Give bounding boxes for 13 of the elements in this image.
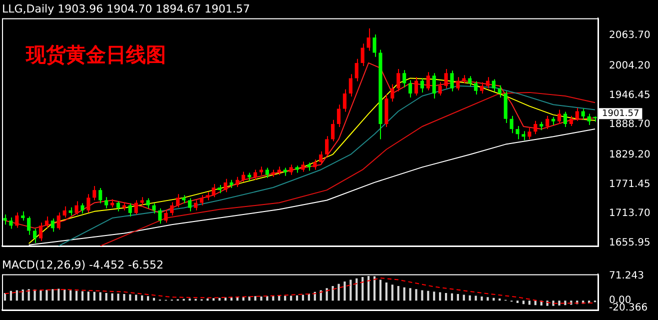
chart-title: LLG,Daily 1903.96 1904.70 1894.67 1901.57 (2, 2, 250, 16)
chart-title: MACD(12,26,9) -4.452 -6.552 (2, 258, 164, 272)
text: 1901.57 (602, 108, 640, 119)
y-tick-label: 71.243 (609, 270, 644, 282)
y-tick-label: 1713.70 (609, 208, 650, 220)
annotation: 现货黄金日线图 (25, 42, 166, 66)
y-tick-label: 1829.20 (609, 149, 650, 160)
y-tick-label: 1771.45 (609, 178, 650, 190)
y-tick-label: 1888.70 (609, 119, 650, 130)
y-tick-label: 2004.20 (609, 60, 650, 72)
y-tick-label: 1655.95 (609, 238, 650, 249)
y-tick-label: 2063.70 (609, 30, 650, 42)
y-tick-label: 1946.45 (609, 90, 650, 101)
